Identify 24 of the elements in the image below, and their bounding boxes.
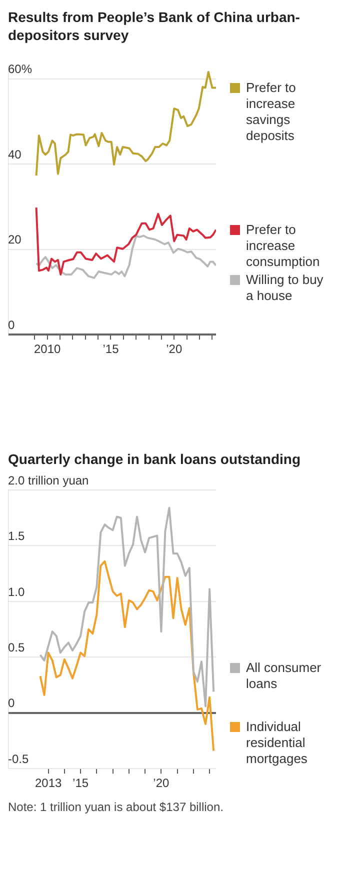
x-tick-label: ’20	[153, 776, 170, 790]
x-tick-label: ’15	[102, 342, 120, 356]
legend-label: Prefer to increase savings deposits	[246, 80, 297, 144]
y-tick-label: 0	[8, 318, 15, 332]
y-tick-label: 0	[8, 696, 15, 710]
y-tick-label: 1.0	[8, 584, 26, 599]
text: Note: 1 trillion yuan is about $137 billion.	[8, 800, 224, 814]
y-tick-label: -0.5	[8, 752, 30, 766]
y-tick-label: 40	[8, 147, 22, 162]
y-tick-label: 2.0 trillion yuan	[8, 473, 89, 488]
y-tick-label: 60%	[8, 62, 32, 76]
chart-title: Quarterly change in bank loans outstanding	[8, 450, 302, 468]
legend-label: Willing to buy a house	[246, 272, 324, 304]
chart-title: Results from People’s Bank of China urban-depositors survey	[8, 8, 301, 44]
x-tick-label: 2010	[34, 342, 61, 356]
legend-label: Individual residential mortgages	[246, 718, 308, 767]
x-tick-label: ’15	[72, 776, 89, 790]
x-tick-label: 2013	[34, 776, 62, 790]
legend-label: All consumer loans	[246, 660, 322, 692]
x-tick-label: ’20	[166, 342, 182, 356]
y-tick-label: 1.5	[8, 529, 26, 544]
y-tick-label: 0.5	[8, 640, 26, 654]
legend-label: Prefer to increase consumption	[246, 222, 321, 270]
y-tick-label: 20	[8, 232, 22, 247]
